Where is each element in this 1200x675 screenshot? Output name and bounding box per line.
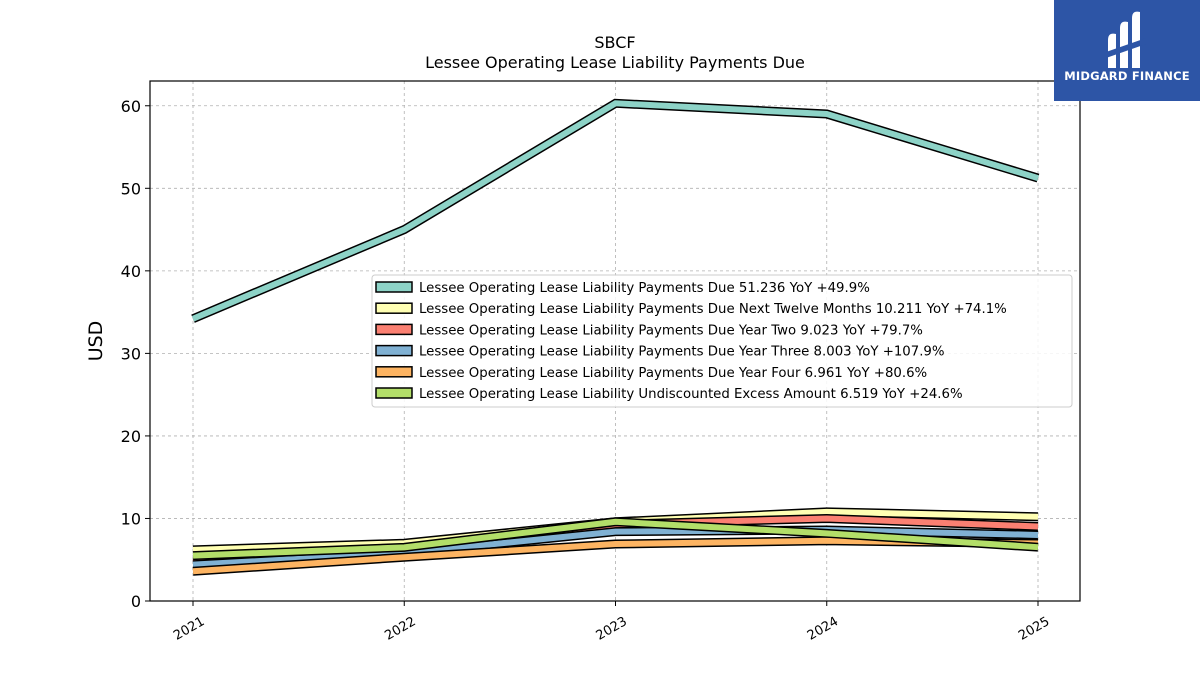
legend-label: Lessee Operating Lease Liability Payment…	[419, 302, 1007, 317]
y-tick-label: 60	[121, 97, 141, 116]
legend-swatch	[375, 344, 413, 357]
y-tick-label: 30	[121, 344, 141, 363]
legend-swatch	[375, 387, 413, 399]
x-tick-label: 2021	[171, 614, 207, 644]
legend-swatch	[375, 302, 413, 314]
x-tick-label: 2024	[805, 614, 841, 644]
legend-swatch	[375, 366, 413, 378]
legend-swatch	[375, 281, 413, 293]
legend-box	[371, 274, 1073, 408]
series-line	[192, 517, 1039, 561]
legend-label: Lessee Operating Lease Liability Payment…	[419, 323, 923, 338]
x-tick-label: 2025	[1016, 614, 1052, 644]
legend-item: Lessee Operating Lease Liability Payment…	[375, 281, 870, 296]
legend-item: Lessee Operating Lease Liability Payment…	[375, 323, 923, 338]
chart-title: Lessee Operating Lease Liability Payment…	[425, 53, 805, 72]
x-tick-label: 2023	[594, 614, 630, 644]
y-tick-label: 40	[121, 262, 141, 281]
legend-item: Lessee Operating Lease Liability Payment…	[375, 344, 945, 360]
logo-text: MIDGARD FINANCE	[1064, 69, 1190, 83]
x-tick-label: 2022	[382, 614, 418, 644]
legend-label: Lessee Operating Lease Liability Payment…	[419, 366, 927, 381]
legend-swatch	[375, 323, 413, 336]
legend-item: Lessee Operating Lease Liability Payment…	[375, 366, 927, 381]
y-tick-label: 50	[121, 179, 141, 198]
legend-label: Lessee Operating Lease Liability Payment…	[419, 345, 945, 360]
legend-label: Lessee Operating Lease Liability Undisco…	[419, 387, 963, 402]
series-lines	[191, 98, 1040, 576]
chart-ticker: SBCF	[594, 33, 635, 52]
y-tick-label: 20	[121, 427, 141, 446]
legend-item: Lessee Operating Lease Liability Undisco…	[375, 387, 963, 402]
legend-label: Lessee Operating Lease Liability Payment…	[419, 281, 870, 296]
midgard-finance-logo: MIDGARD FINANCE	[1054, 0, 1200, 101]
y-tick-label: 10	[121, 509, 141, 528]
y-tick-label: 0	[131, 592, 141, 611]
midgard-logo-icon	[1106, 11, 1146, 68]
legend: Lessee Operating Lease Liability Payment…	[371, 274, 1073, 408]
series-line	[191, 98, 1040, 323]
y-axis-label: USD	[85, 321, 107, 362]
legend-item: Lessee Operating Lease Liability Payment…	[375, 302, 1007, 317]
